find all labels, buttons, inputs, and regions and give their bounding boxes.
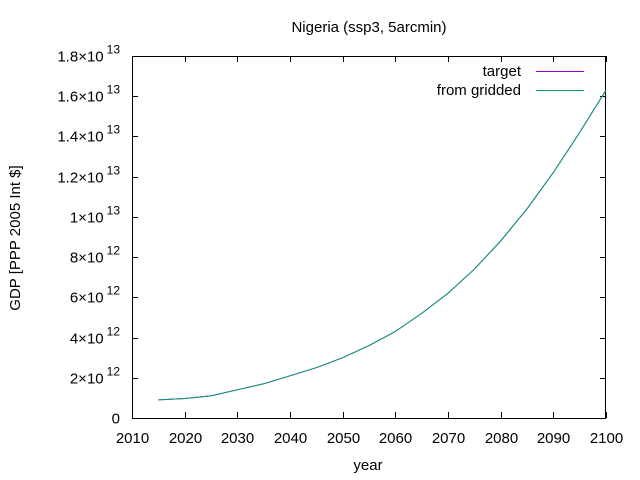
x-tick-label: 2090 xyxy=(537,430,570,447)
y-tick-label: 1×10 13 xyxy=(70,204,120,227)
y-tick-label: 1.2×10 13 xyxy=(57,164,120,187)
y-axis-label: GDP [PPP 2005 Int $] xyxy=(7,165,24,310)
y-tick-label: 0 xyxy=(112,411,120,428)
y-axis: 0 2×10 12 4×10 12 6×10 12 8×10 12 1×10 13 1.2×10 13 1… xyxy=(57,43,606,428)
series-line-from-gridded xyxy=(158,89,607,401)
x-tick-label: 2010 xyxy=(116,430,149,447)
series-group xyxy=(158,89,607,401)
x-tick-label: 2050 xyxy=(327,430,360,447)
y-tick-label: 8×10 12 xyxy=(70,244,120,267)
x-tick-label: 2100 xyxy=(590,430,623,447)
x-tick-label: 2030 xyxy=(221,430,254,447)
legend-label: target xyxy=(483,63,522,80)
chart-title: Nigeria (ssp3, 5arcmin) xyxy=(291,19,446,36)
x-tick-label: 2070 xyxy=(432,430,465,447)
x-tick-label: 2060 xyxy=(379,430,412,447)
x-tick-label: 2020 xyxy=(169,430,202,447)
y-tick-label: 1.8×10 13 xyxy=(57,43,120,66)
plot-frame xyxy=(132,56,606,419)
legend-label: from gridded xyxy=(437,82,521,99)
legend: target from gridded xyxy=(437,63,584,99)
y-tick-label: 1.6×10 13 xyxy=(57,83,120,106)
x-tick-label: 2080 xyxy=(485,430,518,447)
series-line-target xyxy=(158,89,607,401)
x-axis: 2010 2020 2030 2040 2050 2060 2070 2080 2090 2100 xyxy=(116,56,623,447)
y-tick-label: 1.4×10 13 xyxy=(57,123,120,146)
y-tick-label: 6×10 12 xyxy=(70,284,120,307)
x-axis-label: year xyxy=(353,457,382,474)
x-tick-label: 2040 xyxy=(274,430,307,447)
y-tick-label: 2×10 12 xyxy=(70,365,120,388)
y-tick-label: 4×10 12 xyxy=(70,325,120,348)
